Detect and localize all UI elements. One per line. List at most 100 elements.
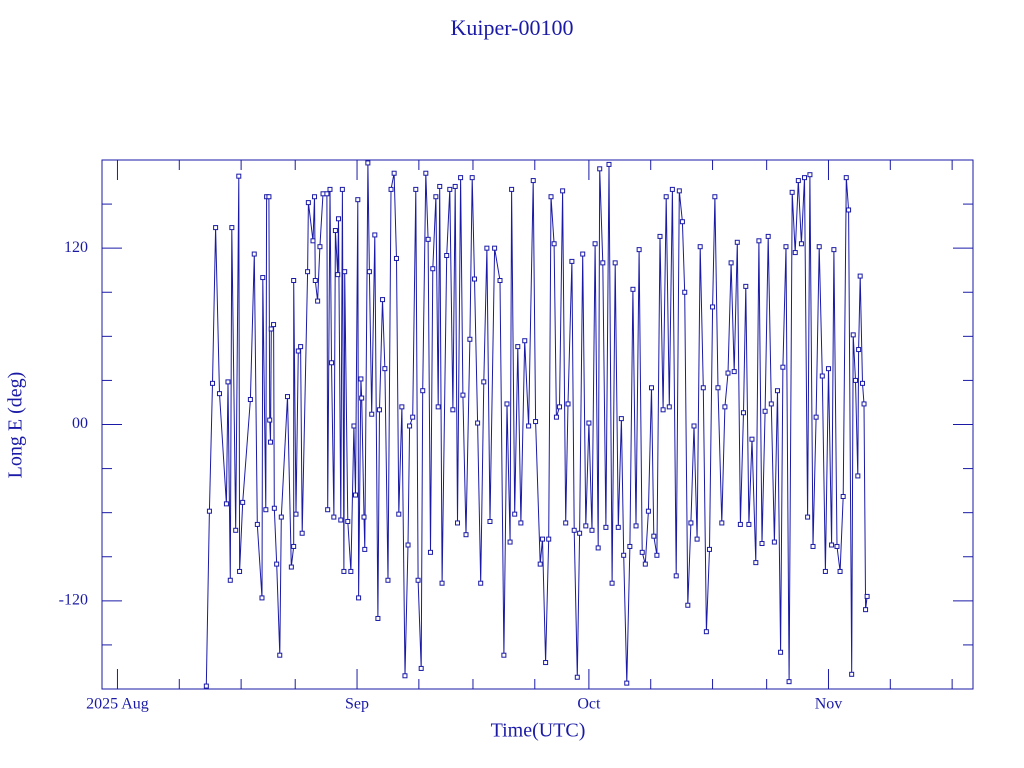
data-point [345, 518, 351, 524]
data-point [229, 225, 235, 231]
data-point [660, 407, 666, 413]
data-point [850, 332, 856, 338]
data-point [728, 260, 734, 266]
data-point [807, 172, 813, 178]
data-point [771, 539, 777, 545]
x-axis-label: Time(UTC) [491, 720, 586, 742]
data-point [391, 170, 397, 176]
data-point [484, 245, 490, 251]
data-point [342, 269, 348, 275]
data-point [615, 524, 621, 530]
data-point [589, 527, 595, 533]
data-point [263, 507, 269, 513]
data-point [291, 543, 297, 549]
data-point [305, 200, 311, 206]
data-point [600, 260, 606, 266]
data-point [557, 404, 563, 410]
data-point [685, 602, 691, 608]
data-point [673, 573, 679, 579]
data-point [463, 532, 469, 538]
data-point [332, 228, 338, 234]
data-point [780, 364, 786, 370]
data-point [310, 238, 316, 244]
data-point [682, 289, 688, 295]
data-point [444, 253, 450, 259]
data-point [267, 417, 273, 423]
data-point [407, 423, 413, 429]
data-point [393, 255, 399, 261]
data-point [447, 186, 453, 192]
data-point [551, 241, 557, 247]
data-point [478, 580, 484, 586]
data-point [210, 380, 216, 386]
data-point [481, 379, 487, 385]
data-point [278, 514, 284, 520]
data-point [420, 388, 426, 394]
data-point [540, 536, 546, 542]
data-point [666, 404, 672, 410]
data-point [382, 366, 388, 372]
data-point [380, 297, 386, 303]
data-point [743, 283, 749, 289]
data-point [372, 232, 378, 238]
data-point [746, 521, 752, 527]
data-point [786, 679, 792, 685]
data-point [805, 514, 811, 520]
data-point [740, 410, 746, 416]
data-point [864, 593, 870, 599]
data-point [518, 520, 524, 526]
data-point [765, 233, 771, 239]
data-point [639, 549, 645, 555]
data-point [450, 407, 456, 413]
data-point [737, 521, 743, 527]
data-point [388, 186, 394, 192]
data-point [697, 244, 703, 250]
data-point [840, 494, 846, 500]
data-point [317, 244, 323, 250]
data-point [475, 420, 481, 426]
data-point [507, 539, 513, 545]
data-point [679, 219, 685, 225]
data-point [843, 175, 849, 181]
data-point [267, 439, 273, 445]
data-point [469, 175, 475, 181]
data-point [700, 385, 706, 391]
data-point [819, 373, 825, 379]
data-point [376, 407, 382, 413]
data-point [437, 183, 443, 189]
data-point [299, 530, 305, 536]
data-point [565, 401, 571, 407]
data-point [247, 397, 253, 403]
data-point [223, 501, 229, 507]
data-point [618, 416, 624, 422]
data-point [834, 543, 840, 549]
data-point [439, 580, 445, 586]
data-point [362, 546, 368, 552]
data-point [621, 552, 627, 558]
data-point [703, 629, 709, 635]
data-point [603, 524, 609, 530]
data-point [435, 404, 441, 410]
data-point [295, 348, 301, 354]
data-point [798, 241, 804, 247]
data-point [595, 545, 601, 551]
data-point [583, 523, 589, 529]
data-point [352, 492, 358, 498]
data-point [260, 275, 266, 281]
data-point [651, 533, 657, 539]
data-point [458, 175, 464, 181]
data-point [291, 277, 297, 283]
data-point [654, 552, 660, 558]
data-point [546, 536, 552, 542]
data-point [569, 258, 575, 264]
data-point [706, 546, 712, 552]
data-point [277, 652, 283, 658]
data-point [749, 436, 755, 442]
data-point [863, 607, 869, 613]
data-point [676, 188, 682, 194]
data-point [203, 683, 209, 689]
data-point [657, 233, 663, 239]
y-tick-label: 120 [64, 239, 88, 256]
data-point [825, 366, 831, 372]
data-point [636, 247, 642, 253]
